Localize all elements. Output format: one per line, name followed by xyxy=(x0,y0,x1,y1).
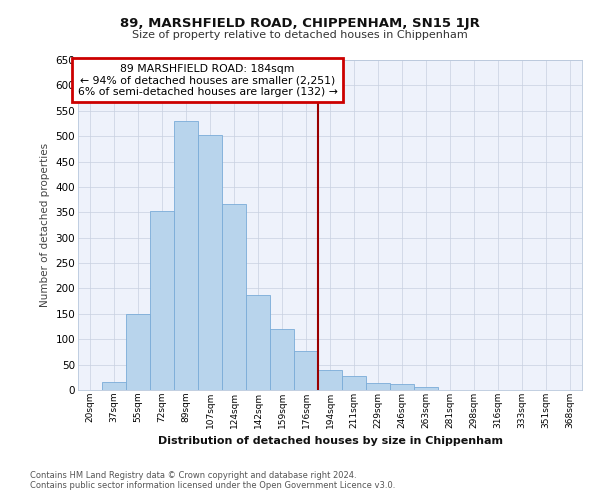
Bar xyxy=(222,204,246,390)
Bar xyxy=(126,314,150,390)
Bar xyxy=(414,388,438,390)
Bar xyxy=(246,294,270,390)
Bar xyxy=(342,376,366,390)
Text: 89, MARSHFIELD ROAD, CHIPPENHAM, SN15 1JR: 89, MARSHFIELD ROAD, CHIPPENHAM, SN15 1J… xyxy=(120,18,480,30)
Text: 89 MARSHFIELD ROAD: 184sqm  
← 94% of detached houses are smaller (2,251)
6% of : 89 MARSHFIELD ROAD: 184sqm ← 94% of deta… xyxy=(77,64,338,97)
Bar xyxy=(390,384,414,390)
Text: Size of property relative to detached houses in Chippenham: Size of property relative to detached ho… xyxy=(132,30,468,40)
Y-axis label: Number of detached properties: Number of detached properties xyxy=(40,143,50,307)
Text: Contains public sector information licensed under the Open Government Licence v3: Contains public sector information licen… xyxy=(30,481,395,490)
Bar xyxy=(150,211,174,390)
Bar xyxy=(318,370,342,390)
Text: Contains HM Land Registry data © Crown copyright and database right 2024.: Contains HM Land Registry data © Crown c… xyxy=(30,471,356,480)
Bar xyxy=(294,351,318,390)
Bar xyxy=(198,134,222,390)
X-axis label: Distribution of detached houses by size in Chippenham: Distribution of detached houses by size … xyxy=(157,436,503,446)
Bar xyxy=(102,382,126,390)
Bar xyxy=(174,121,198,390)
Bar xyxy=(270,329,294,390)
Bar xyxy=(366,384,390,390)
